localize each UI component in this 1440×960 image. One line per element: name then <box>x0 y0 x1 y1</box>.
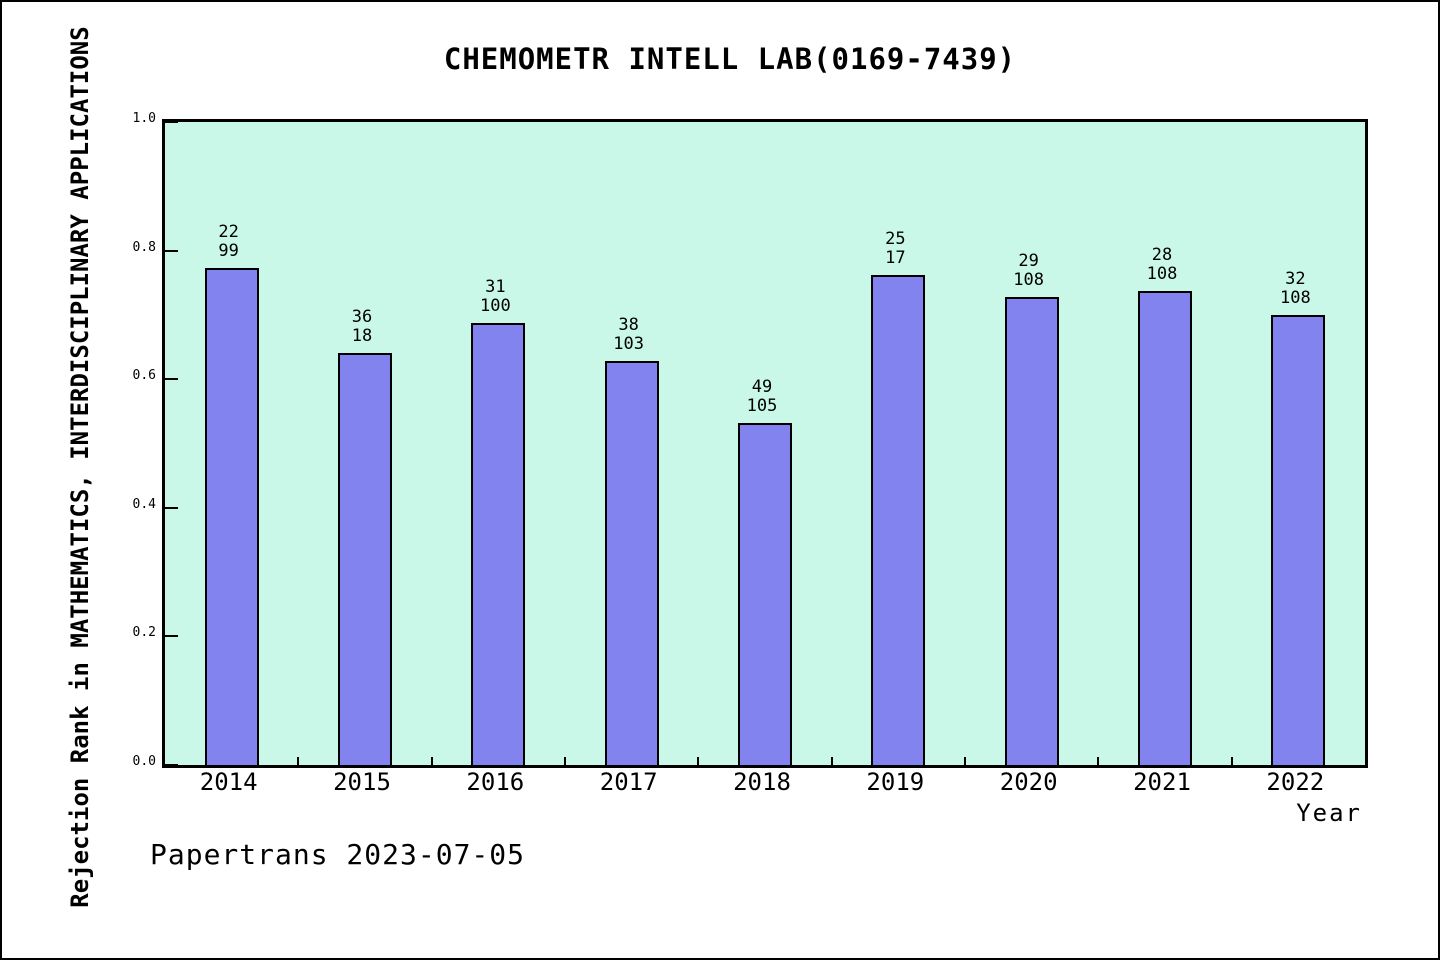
x-axis-minor-tick <box>297 757 300 765</box>
x-axis-minor-tick <box>1097 757 1100 765</box>
bar-2016 <box>471 323 526 765</box>
bar-value-label: 32 108 <box>1279 268 1311 308</box>
bar-value-label: 22 99 <box>218 221 239 261</box>
x-axis-minor-tick <box>830 757 833 765</box>
bar-2017 <box>604 360 659 765</box>
x-axis-tick-label-2018: 2018 <box>733 768 791 796</box>
y-axis-tick <box>165 121 178 123</box>
bar-2019 <box>871 275 926 765</box>
y-axis-tick <box>165 506 178 509</box>
y-axis-tick-label: 0.0 <box>132 754 156 769</box>
bar-value-label: 25 17 <box>885 229 906 269</box>
x-axis-tick-label-2016: 2016 <box>466 768 525 796</box>
x-axis-tick-label-2021: 2021 <box>1133 768 1191 796</box>
x-axis-tick-label-2015: 2015 <box>333 768 391 796</box>
bar-2015 <box>338 352 392 765</box>
bar-value-label: 49 105 <box>746 376 778 416</box>
bar-2020 <box>1004 296 1059 765</box>
x-axis-minor-tick <box>430 757 433 765</box>
x-axis-minor-tick <box>697 757 700 765</box>
y-axis-tick <box>165 249 178 252</box>
x-axis-minor-tick <box>1230 757 1233 765</box>
bar-2022 <box>1271 314 1326 765</box>
y-axis-tick-label: 1.0 <box>132 111 156 126</box>
plot-area <box>162 119 1368 768</box>
x-axis-tick-label-2022: 2022 <box>1266 768 1325 796</box>
x-axis-tick-label-2017: 2017 <box>599 768 658 796</box>
bar-value-label: 31 100 <box>479 277 511 317</box>
bar-value-label: 28 108 <box>1146 245 1178 285</box>
x-axis-tick-label-2020: 2020 <box>999 768 1058 796</box>
y-axis-tick <box>165 764 178 766</box>
footer-note: Papertrans 2023-07-05 <box>150 838 526 871</box>
y-axis-tick-label: 0.4 <box>132 496 156 512</box>
y-axis-tick <box>165 635 178 638</box>
y-axis-tick-label: 0.6 <box>132 368 156 384</box>
bar-value-label: 29 108 <box>1013 250 1045 290</box>
chart-title: CHEMOMETR INTELL LAB(0169-7439) <box>443 42 1017 76</box>
y-axis-tick-label: 0.2 <box>132 625 156 641</box>
x-axis-minor-tick <box>964 757 966 765</box>
bar-2018 <box>738 422 792 765</box>
y-axis-label: Rejection Rank in MATHEMATICS, INTERDISC… <box>66 26 94 908</box>
y-axis-tick <box>165 378 178 381</box>
bar-value-label: 36 18 <box>351 306 373 346</box>
bar-2021 <box>1138 291 1192 765</box>
x-axis-tick-label-2014: 2014 <box>199 768 258 796</box>
x-axis-label: Year <box>1296 799 1362 827</box>
x-axis-tick-label-2019: 2019 <box>866 768 925 796</box>
y-axis-tick-label: 0.8 <box>132 239 156 255</box>
bar-value-label: 38 103 <box>613 314 645 354</box>
x-axis-minor-tick <box>564 757 566 765</box>
bar-2014 <box>204 267 259 765</box>
